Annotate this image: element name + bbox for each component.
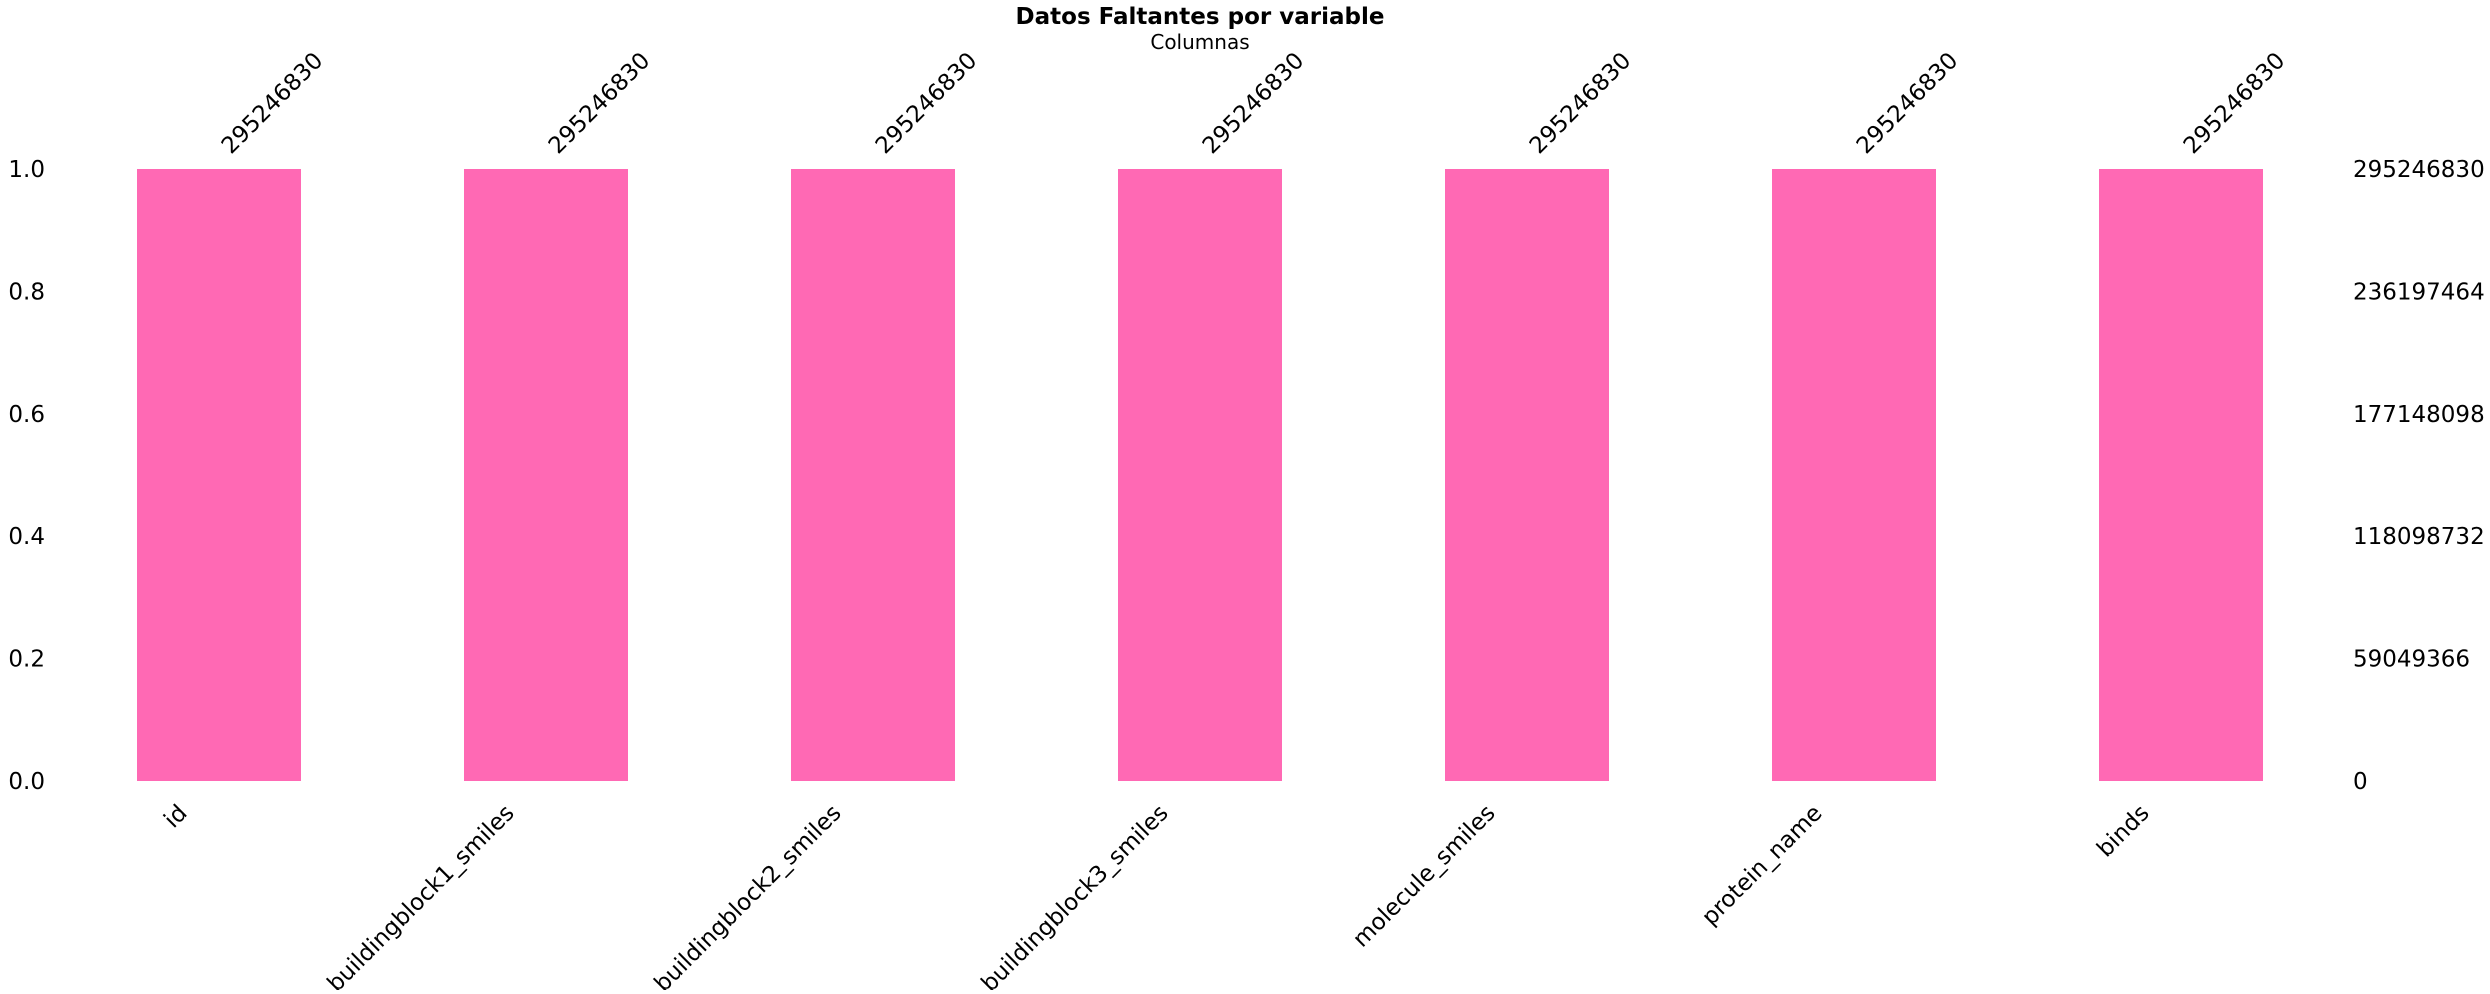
y-tick-label-left: 0.2 bbox=[8, 647, 45, 673]
bar-buildingblock1-smiles bbox=[464, 169, 628, 781]
x-tick-label: buildingblock2_smiles bbox=[650, 800, 847, 990]
bar-count-label: 295246830 bbox=[217, 48, 329, 160]
bar-buildingblock2-smiles bbox=[791, 169, 955, 781]
y-tick-label-left: 1.0 bbox=[8, 157, 45, 183]
bar-count-label: 295246830 bbox=[1852, 48, 1964, 160]
bar-protein-name bbox=[1772, 169, 1936, 781]
y-tick-label-right: 0 bbox=[2353, 769, 2368, 795]
y-tick-label-right: 295246830 bbox=[2353, 157, 2485, 183]
bar-id bbox=[137, 169, 301, 781]
x-tick-label: buildingblock1_smiles bbox=[323, 800, 520, 990]
bar-molecule-smiles bbox=[1445, 169, 1609, 781]
y-tick-label-left: 0.0 bbox=[8, 769, 45, 795]
y-tick-label-right: 177148098 bbox=[2353, 402, 2485, 428]
bar-binds bbox=[2099, 169, 2263, 781]
bar-buildingblock3-smiles bbox=[1118, 169, 1282, 781]
x-tick-label: protein_name bbox=[1697, 800, 1827, 930]
bar-count-label: 295246830 bbox=[544, 48, 656, 160]
bar-count-label: 295246830 bbox=[871, 48, 983, 160]
x-tick-label: id bbox=[159, 800, 192, 833]
bar-count-label: 295246830 bbox=[1525, 48, 1637, 160]
chart-title: Datos Faltantes por variable bbox=[1015, 4, 1385, 30]
bar-count-label: 295246830 bbox=[2179, 48, 2291, 160]
y-tick-label-right: 236197464 bbox=[2353, 279, 2485, 305]
y-tick-label-left: 0.6 bbox=[8, 402, 45, 428]
chart-subtitle: Columnas bbox=[1150, 30, 1250, 54]
y-tick-label-right: 59049366 bbox=[2353, 647, 2470, 673]
y-tick-label-left: 0.4 bbox=[8, 524, 45, 550]
y-tick-label-left: 0.8 bbox=[8, 279, 45, 305]
x-tick-label: buildingblock3_smiles bbox=[977, 800, 1174, 990]
bar-count-label: 295246830 bbox=[1198, 48, 1310, 160]
x-tick-label: molecule_smiles bbox=[1348, 800, 1500, 952]
y-tick-label-right: 118098732 bbox=[2353, 524, 2485, 550]
x-tick-label: binds bbox=[2092, 800, 2154, 862]
